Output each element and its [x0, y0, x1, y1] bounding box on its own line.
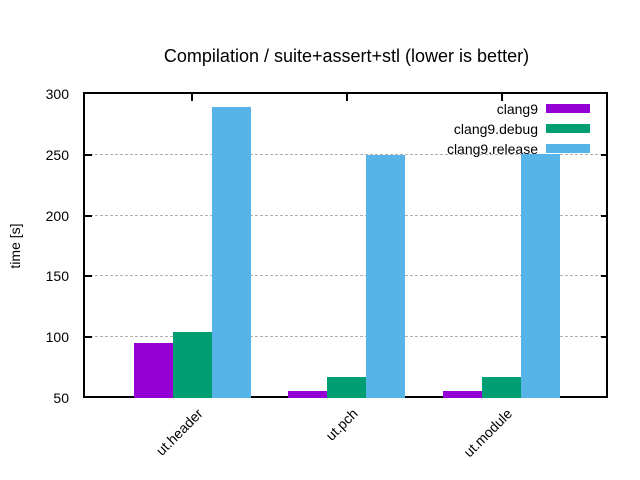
- y-tick-label-200: 200: [45, 207, 69, 224]
- y-tick-right-200: [601, 214, 608, 217]
- y-tick-left-100: [85, 336, 92, 339]
- bar-clang9.debug-ut.header: [173, 332, 212, 398]
- y-tick-label-150: 150: [45, 268, 69, 285]
- gridline-200: [85, 214, 608, 216]
- legend-label-clang9: clang9: [496, 101, 538, 117]
- chart-title: Compilation / suite+assert+stl (lower is…: [163, 46, 530, 66]
- y-tick-left-250: [85, 153, 92, 156]
- bar-clang9-ut.module: [443, 391, 482, 398]
- legend-swatch-clang9.release: [546, 144, 590, 153]
- bar-clang9-ut.header: [134, 343, 173, 398]
- gridline-100: [85, 336, 608, 338]
- bar-clang9-ut.pch: [288, 391, 327, 398]
- y-axis-label: time [s]: [7, 223, 23, 269]
- x-tick-label-ut.pch: ut.pch: [322, 405, 361, 444]
- x-tick-top-2: [500, 94, 503, 101]
- legend-label-clang9.release: clang9.release: [446, 141, 538, 157]
- bar-clang9.debug-ut.pch: [327, 377, 366, 398]
- y-tick-right-150: [601, 275, 608, 278]
- y-tick-label-300: 300: [45, 86, 69, 102]
- legend-swatch-clang9: [546, 104, 590, 113]
- y-tick-left-150: [85, 275, 92, 278]
- x-tick-top-1: [345, 94, 348, 101]
- bar-clang9.release-ut.module: [521, 154, 560, 398]
- x-tick-label-ut.header: ut.header: [152, 405, 206, 459]
- x-tick-top-0: [191, 94, 193, 101]
- y-tick-right-100: [601, 336, 608, 339]
- legend-label-clang9.debug: clang9.debug: [453, 121, 538, 137]
- y-tick-right-250: [601, 153, 608, 156]
- bar-clang9.debug-ut.module: [482, 377, 521, 398]
- y-tick-label-100: 100: [45, 329, 69, 346]
- gridline-150: [85, 275, 608, 277]
- legend-swatch-clang9.debug: [546, 124, 590, 133]
- bar-clang9.release-ut.header: [212, 107, 251, 398]
- x-tick-label-ut.module: ut.module: [460, 405, 516, 461]
- gridline-250: [85, 153, 608, 155]
- y-tick-label-50: 50: [53, 390, 69, 406]
- y-tick-label-250: 250: [45, 146, 69, 163]
- y-tick-left-200: [85, 214, 92, 217]
- bar-clang9.release-ut.pch: [366, 155, 405, 398]
